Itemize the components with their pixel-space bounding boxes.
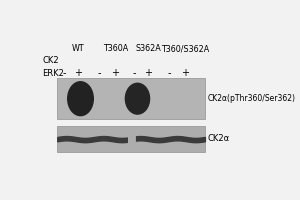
Text: +: + bbox=[144, 68, 152, 78]
Text: ERK2: ERK2 bbox=[42, 69, 64, 78]
Text: -: - bbox=[98, 68, 101, 78]
Text: CK2α(pThr360/Ser362): CK2α(pThr360/Ser362) bbox=[207, 94, 295, 103]
Bar bbox=[57, 78, 205, 119]
Text: +: + bbox=[111, 68, 119, 78]
Text: -: - bbox=[132, 68, 136, 78]
Text: S362A: S362A bbox=[135, 44, 161, 53]
Text: CK2: CK2 bbox=[42, 56, 59, 65]
Text: CK2α: CK2α bbox=[207, 134, 230, 143]
Text: +: + bbox=[74, 68, 82, 78]
Ellipse shape bbox=[68, 82, 93, 116]
Text: +: + bbox=[181, 68, 189, 78]
Bar bbox=[57, 126, 205, 152]
Text: -: - bbox=[167, 68, 171, 78]
Text: -: - bbox=[62, 68, 66, 78]
Text: WT: WT bbox=[72, 44, 85, 53]
Text: T360/S362A: T360/S362A bbox=[161, 44, 209, 53]
Text: T360A: T360A bbox=[103, 44, 128, 53]
Ellipse shape bbox=[125, 83, 150, 114]
